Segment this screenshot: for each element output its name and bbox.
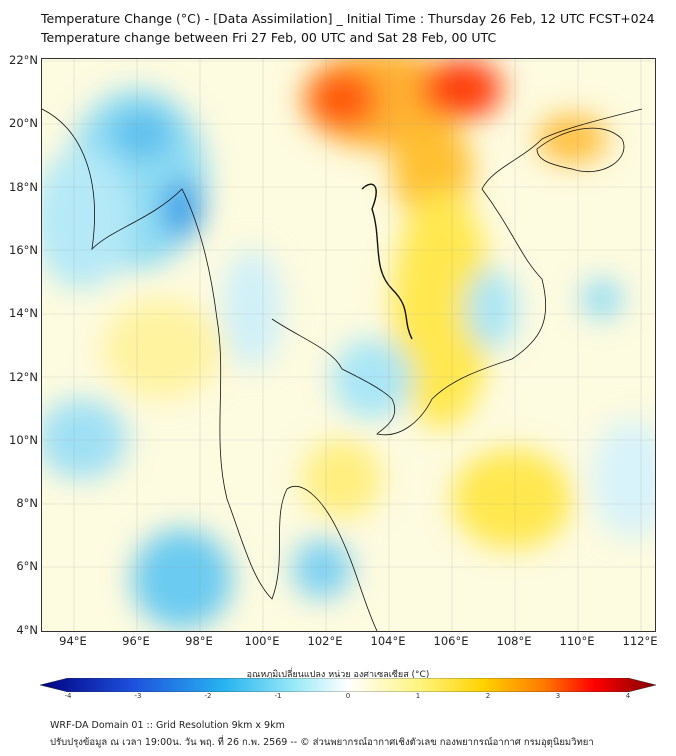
- footer-credit: ปรับปรุงข้อมูล ณ เวลา 19:00น. วัน พฤ. ที…: [50, 737, 594, 748]
- temperature-change-map: [41, 58, 656, 632]
- x-tick-label: 96°E: [122, 634, 150, 648]
- colorbar: [40, 678, 656, 692]
- y-tick-label: 22°N: [9, 53, 38, 67]
- coastlines: [42, 108, 643, 631]
- colorbar-tick: 3: [555, 692, 561, 700]
- y-tick-label: 8°N: [16, 496, 38, 511]
- x-tick-label: 104°E: [370, 634, 406, 648]
- y-tick-label: 16°N: [9, 242, 38, 257]
- y-tick-label: 14°N: [9, 306, 38, 321]
- x-tick-label: 112°E: [622, 634, 658, 648]
- temperature-field: [42, 59, 655, 629]
- colorbar-tick: 1: [415, 692, 421, 700]
- chart-title: Temperature Change (°C) - [Data Assimila…: [41, 11, 655, 26]
- gridlines: [42, 59, 655, 631]
- colorbar-tick: 0: [345, 692, 351, 700]
- colorbar-tick: -2: [204, 692, 212, 700]
- y-tick-label: 10°N: [9, 432, 38, 447]
- colorbar-tick: -3: [134, 692, 142, 700]
- y-tick-label: 20°N: [9, 116, 38, 131]
- x-tick-label: 106°E: [433, 634, 469, 648]
- footer-model-info: WRF-DA Domain 01 :: Grid Resolution 9km …: [50, 720, 285, 731]
- y-tick-label: 18°N: [9, 179, 38, 194]
- colorbar-tick: -1: [274, 692, 282, 700]
- colorbar-tick: 2: [485, 692, 491, 700]
- y-tick-label: 12°N: [9, 369, 38, 384]
- x-tick-label: 94°E: [59, 634, 87, 648]
- x-tick-label: 110°E: [559, 634, 595, 648]
- colorbar-label: อุณหภูมิเปลี่ยนแปลง หน่วย องศาเซลเซียส (…: [246, 670, 430, 680]
- x-tick-label: 102°E: [307, 634, 343, 648]
- colorbar-tick: 4: [625, 692, 631, 700]
- colorbar-tick: -4: [64, 692, 72, 700]
- x-tick-label: 108°E: [496, 634, 532, 648]
- x-tick-label: 100°E: [244, 634, 280, 648]
- y-tick-label: 6°N: [16, 559, 38, 574]
- x-tick-label: 98°E: [185, 634, 213, 648]
- chart-subtitle: Temperature change between Fri 27 Feb, 0…: [41, 30, 497, 45]
- y-tick-label: 4°N: [16, 622, 38, 637]
